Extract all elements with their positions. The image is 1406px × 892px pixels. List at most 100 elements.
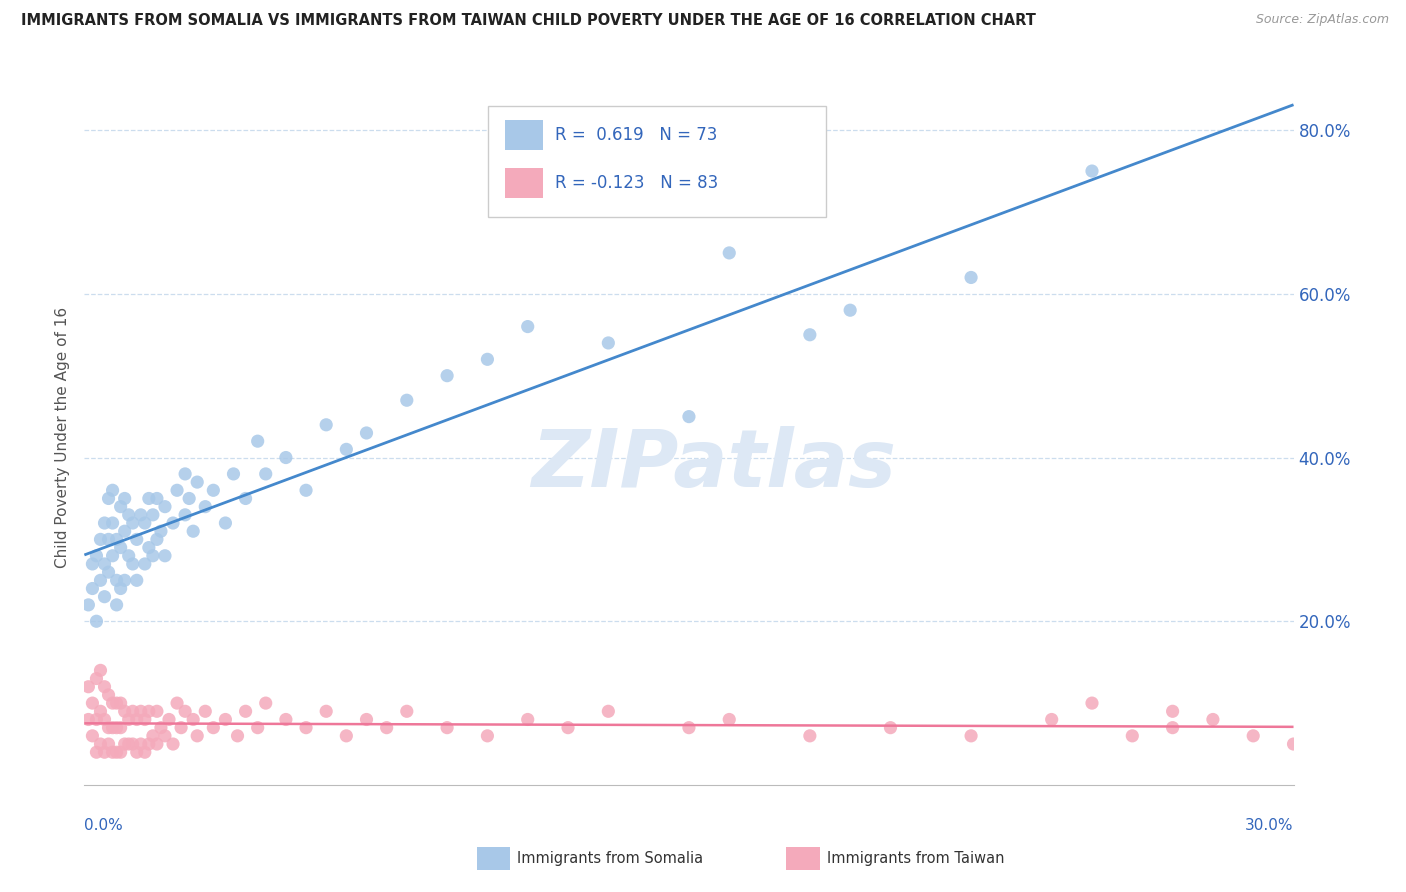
Point	[149, 721, 172, 735]
Point	[86, 713, 108, 727]
Point	[235, 704, 257, 718]
Point	[110, 541, 132, 555]
Point	[174, 704, 197, 718]
Point	[86, 745, 108, 759]
Point	[146, 491, 169, 506]
Point	[1040, 713, 1063, 727]
Point	[97, 565, 120, 579]
Point	[101, 721, 124, 735]
Point	[118, 549, 141, 563]
Point	[142, 549, 165, 563]
Point	[202, 721, 225, 735]
Point	[134, 713, 156, 727]
Point	[97, 491, 120, 506]
Point	[134, 745, 156, 759]
Point	[799, 327, 821, 342]
Point	[246, 721, 269, 735]
Point	[86, 672, 108, 686]
Point	[105, 533, 128, 547]
Point	[246, 434, 269, 449]
Point	[97, 737, 120, 751]
Point	[97, 721, 120, 735]
Point	[1081, 696, 1104, 710]
Point	[960, 270, 983, 285]
Point	[516, 319, 538, 334]
Point	[1282, 737, 1305, 751]
Point	[82, 557, 104, 571]
Point	[295, 483, 318, 498]
Point	[77, 713, 100, 727]
Point	[114, 524, 136, 539]
Point	[254, 467, 277, 481]
Point	[97, 688, 120, 702]
Point	[356, 713, 378, 727]
Text: 30.0%: 30.0%	[1246, 818, 1294, 832]
Point	[138, 491, 160, 506]
Point	[114, 737, 136, 751]
Point	[93, 680, 115, 694]
Point	[477, 729, 499, 743]
Point	[93, 713, 115, 727]
Point	[181, 524, 204, 539]
Point	[101, 745, 124, 759]
Point	[356, 425, 378, 440]
Point	[110, 582, 132, 596]
Point	[295, 721, 318, 735]
Text: Immigrants from Somalia: Immigrants from Somalia	[517, 851, 703, 865]
Point	[86, 614, 108, 628]
Point	[134, 557, 156, 571]
Point	[214, 516, 236, 530]
Point	[121, 557, 143, 571]
Point	[194, 500, 217, 514]
Point	[138, 737, 160, 751]
Text: Source: ZipAtlas.com: Source: ZipAtlas.com	[1256, 13, 1389, 27]
Point	[315, 704, 337, 718]
Point	[77, 598, 100, 612]
Point	[129, 508, 152, 522]
Point	[477, 352, 499, 367]
Point	[105, 574, 128, 588]
Point	[226, 729, 249, 743]
Point	[89, 574, 111, 588]
Text: R = -0.123   N = 83: R = -0.123 N = 83	[554, 174, 718, 192]
Point	[121, 704, 143, 718]
Point	[157, 713, 180, 727]
Point	[222, 467, 245, 481]
Point	[101, 696, 124, 710]
Point	[1161, 721, 1184, 735]
Point	[82, 582, 104, 596]
Point	[1161, 704, 1184, 718]
Point	[114, 574, 136, 588]
Text: Immigrants from Taiwan: Immigrants from Taiwan	[827, 851, 1004, 865]
Point	[77, 680, 100, 694]
Point	[335, 729, 357, 743]
Point	[146, 533, 169, 547]
Point	[105, 721, 128, 735]
Point	[718, 246, 741, 260]
Point	[93, 590, 115, 604]
Point	[149, 524, 172, 539]
Point	[89, 533, 111, 547]
Point	[114, 491, 136, 506]
Point	[153, 500, 176, 514]
Point	[93, 745, 115, 759]
Point	[101, 483, 124, 498]
Point	[134, 516, 156, 530]
Point	[89, 664, 111, 678]
Point	[114, 704, 136, 718]
Point	[101, 516, 124, 530]
Point	[138, 704, 160, 718]
Point	[174, 508, 197, 522]
Point	[138, 541, 160, 555]
Point	[142, 508, 165, 522]
Point	[557, 721, 579, 735]
Point	[1121, 729, 1143, 743]
Text: 0.0%: 0.0%	[84, 818, 124, 832]
Point	[93, 557, 115, 571]
Point	[86, 549, 108, 563]
Point	[335, 442, 357, 457]
Text: R =  0.619   N = 73: R = 0.619 N = 73	[554, 126, 717, 144]
Point	[118, 737, 141, 751]
Point	[395, 393, 418, 408]
Y-axis label: Child Poverty Under the Age of 16: Child Poverty Under the Age of 16	[55, 307, 70, 567]
